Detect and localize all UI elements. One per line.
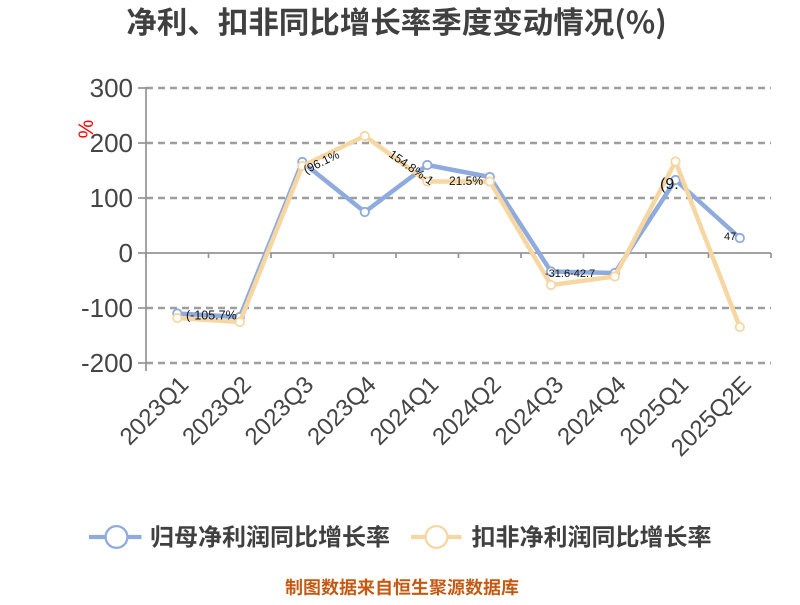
- svg-text:(9.: (9.: [660, 176, 679, 193]
- svg-text:300: 300: [90, 73, 133, 103]
- svg-text:(-105.7%: (-105.7%: [186, 309, 237, 323]
- svg-text:200: 200: [90, 128, 133, 158]
- svg-text:%: %: [75, 120, 98, 139]
- svg-text:-200: -200: [81, 348, 133, 378]
- svg-text:100: 100: [90, 183, 133, 213]
- svg-text:21.5%: 21.5%: [449, 174, 483, 188]
- svg-text:-31.6-42.7: -31.6-42.7: [545, 268, 595, 280]
- svg-text:-100: -100: [81, 293, 133, 323]
- svg-text:0: 0: [119, 238, 133, 268]
- svg-text:47: 47: [724, 231, 736, 243]
